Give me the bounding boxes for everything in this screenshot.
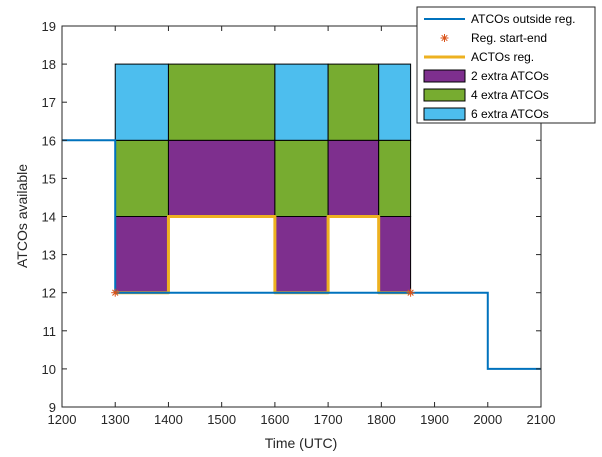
reg-start-end-marker-1	[111, 288, 120, 297]
x-tick-label: 1500	[207, 412, 236, 427]
y-tick-label: 17	[42, 95, 56, 110]
y-tick-label: 11	[43, 324, 57, 339]
x-tick-label: 1400	[154, 412, 183, 427]
y-tick-label: 13	[42, 248, 56, 263]
x-axis-ticks: 1200 1300 1400 1500 1600 1700 1800 1900 2000 2100	[48, 26, 556, 427]
region-5-band-2-extra	[378, 216, 412, 294]
x-tick-label: 1300	[101, 412, 130, 427]
region-4-band-2-extra	[327, 139, 380, 217]
y-tick-label: 14	[42, 210, 56, 225]
region-5-band-6-extra	[378, 63, 412, 141]
y-tick-label: 15	[42, 171, 56, 186]
x-tick-label: 1600	[260, 412, 289, 427]
y-axis-ticks: 9 10 11 12 13 14 15 16 17 18 19	[42, 19, 541, 415]
legend-swatch-6-extra-atcos	[423, 107, 466, 121]
region-3-band-2-extra	[274, 216, 329, 294]
legend-swatch-2-extra-atcos	[423, 69, 466, 83]
region-1-band-2-extra	[114, 216, 169, 294]
series-atcos-outside-reg-line	[62, 139, 541, 370]
y-tick-label: 16	[42, 133, 56, 148]
x-tick-label: 2100	[527, 412, 556, 427]
legend-swatch-4-extra-atcos	[423, 88, 466, 102]
region-3-band-6-extra	[274, 63, 329, 141]
x-axis-label: Time (UTC)	[265, 435, 338, 451]
legend-label-2-extra-atcos: 2 extra ATCOs	[471, 69, 549, 83]
x-tick-label: 1800	[367, 412, 396, 427]
region-5-band-4-extra	[378, 139, 412, 217]
reg-start-end-marker-2	[406, 288, 415, 297]
region-1-band-4-extra	[114, 139, 169, 217]
region-2-band-4-extra	[167, 63, 276, 141]
y-tick-label: 9	[49, 400, 56, 415]
region-2-band-2-extra	[167, 139, 276, 217]
y-tick-label: 10	[42, 362, 56, 377]
y-tick-label: 12	[42, 286, 56, 301]
region-1-band-6-extra	[114, 63, 169, 141]
lines-layer	[62, 139, 541, 370]
y-tick-label: 19	[42, 19, 56, 34]
y-tick-label: 18	[42, 57, 56, 72]
legend-box	[416, 6, 596, 124]
x-tick-label: 1900	[420, 412, 449, 427]
region-4-band-4-extra	[327, 63, 380, 141]
regions-layer	[114, 63, 412, 294]
legend-swatch-reg-start-end	[440, 34, 449, 42]
legend-label-reg-start-end: Reg. start-end	[471, 31, 547, 45]
legend-label-6-extra-atcos: 6 extra ATCOs	[471, 107, 549, 121]
markers-layer	[111, 288, 415, 297]
legend: ATCOs outside reg. Reg. start-end ACTOs re…	[416, 6, 596, 124]
x-tick-label: 1700	[314, 412, 343, 427]
legend-label-atcos-outside-reg: ATCOs outside reg.	[471, 12, 575, 26]
region-3-band-4-extra	[274, 139, 329, 217]
x-tick-label: 1200	[48, 412, 77, 427]
legend-label-actos-reg: ACTOs reg.	[471, 50, 534, 64]
legend-label-4-extra-atcos: 4 extra ATCOs	[471, 88, 549, 102]
x-tick-label: 2000	[473, 412, 502, 427]
y-axis-label: ATCOs available	[14, 164, 30, 268]
